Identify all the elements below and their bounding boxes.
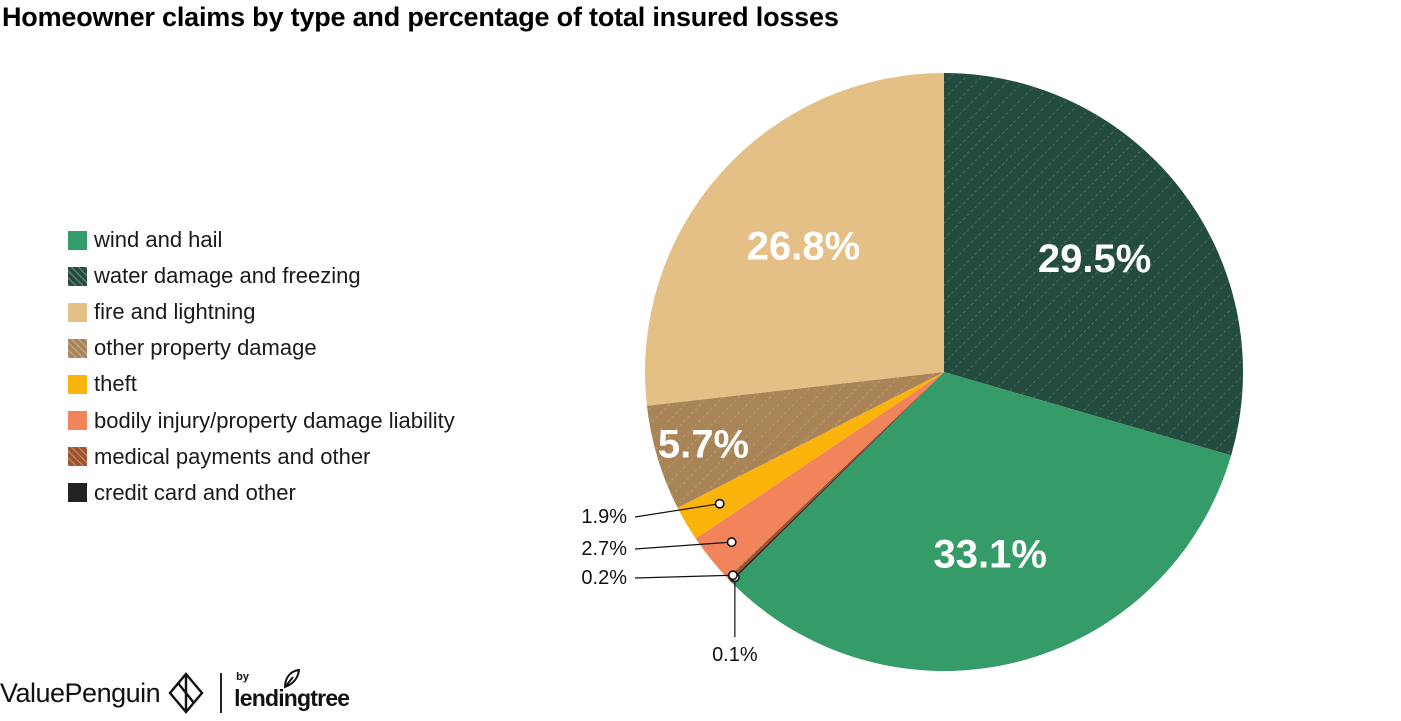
callout-label-bodily-injury-property-damage-liability: 2.7% <box>581 538 627 560</box>
callout-label-theft: 1.9% <box>581 506 627 528</box>
pie-slice-credit-card-and-other <box>729 372 944 583</box>
legend-swatch-medical-payments-and-other <box>68 447 87 467</box>
partner-by-label: by <box>236 671 249 683</box>
callout-line-medical-payments-and-other <box>634 574 733 579</box>
data-label-fire-and-lightning: 26.8% <box>747 225 860 269</box>
legend-label-theft: theft <box>94 371 137 397</box>
callout-marker-bodily-injury-property-damage-liability <box>726 537 737 548</box>
legend-label-other-property-damage: other property damage <box>94 335 317 361</box>
legend-label-medical-payments-and-other: medical payments and other <box>94 443 371 469</box>
legend-item-bodily-injury-property-damage-liability: bodily injury/property damage liability <box>68 402 455 438</box>
legend-swatch-water-damage-and-freezing <box>68 266 87 286</box>
leaf-icon <box>284 669 301 689</box>
footer-branding: ValuePenguin by lendingtree <box>0 667 364 719</box>
data-label-water-damage-and-freezing: 29.5% <box>1038 237 1151 281</box>
pie-slice-theft <box>677 372 944 539</box>
legend-label-water-damage-and-freezing: water damage and freezing <box>94 263 361 289</box>
callout-theft: 1.9% <box>581 498 725 528</box>
legend-label-wind-and-hail: wind and hail <box>94 227 223 253</box>
legend-item-wind-and-hail: wind and hail <box>68 222 455 258</box>
partner-name: lendingtree <box>234 685 350 711</box>
valuepenguin-logo-icon <box>168 672 204 714</box>
callout-label-credit-card-and-other: 0.1% <box>712 644 758 666</box>
chart-title: Homeowner claims by type and percentage … <box>2 2 839 32</box>
legend-label-credit-card-and-other: credit card and other <box>94 479 296 505</box>
brand-name: ValuePenguin <box>0 677 161 708</box>
legend-swatch-bodily-injury-property-damage-liability <box>68 411 87 431</box>
callout-line-bodily-injury-property-damage-liability <box>634 541 732 550</box>
legend-item-water-damage-and-freezing: water damage and freezing <box>68 258 455 294</box>
pie-slice-other-property-damage <box>646 372 944 508</box>
footer-divider <box>220 673 223 713</box>
callout-medical-payments-and-other: 0.2% <box>581 567 738 589</box>
callout-line-theft <box>634 503 720 518</box>
legend-swatch-credit-card-and-other <box>68 483 87 503</box>
data-label-other-property-damage: 5.7% <box>658 422 749 466</box>
pie-slice-water-damage-and-freezing <box>944 73 1243 456</box>
callout-bodily-injury-property-damage-liability: 2.7% <box>581 537 737 560</box>
pie-slice-bodily-injury-property-damage-liability <box>695 372 944 579</box>
legend-label-fire-and-lightning: fire and lightning <box>94 299 256 325</box>
legend-label-bodily-injury-property-damage-liability: bodily injury/property damage liability <box>94 407 455 433</box>
chart-legend: wind and hail water damage and freezing fi… <box>68 222 455 511</box>
legend-item-fire-and-lightning: fire and lightning <box>68 294 455 330</box>
partner-logo: by lendingtree <box>234 669 364 715</box>
legend-swatch-theft <box>68 374 87 394</box>
data-label-wind-and-hail: 33.1% <box>934 533 1047 577</box>
callout-label-medical-payments-and-other: 0.2% <box>581 567 627 589</box>
legend-swatch-other-property-damage <box>68 338 87 358</box>
pie-slice-fire-and-lightning <box>645 73 944 406</box>
legend-swatch-fire-and-lightning <box>68 302 87 322</box>
legend-item-other-property-damage: other property damage <box>68 330 455 366</box>
legend-item-theft: theft <box>68 366 455 402</box>
legend-swatch-wind-and-hail <box>68 230 87 250</box>
callout-marker-medical-payments-and-other <box>727 570 738 581</box>
pie-slice-wind-and-hail <box>731 372 1232 671</box>
pie-slice-medical-payments-and-other <box>727 372 944 581</box>
legend-item-credit-card-and-other: credit card and other <box>68 475 455 511</box>
legend-item-medical-payments-and-other: medical payments and other <box>68 439 455 475</box>
callout-marker-theft <box>714 498 725 509</box>
